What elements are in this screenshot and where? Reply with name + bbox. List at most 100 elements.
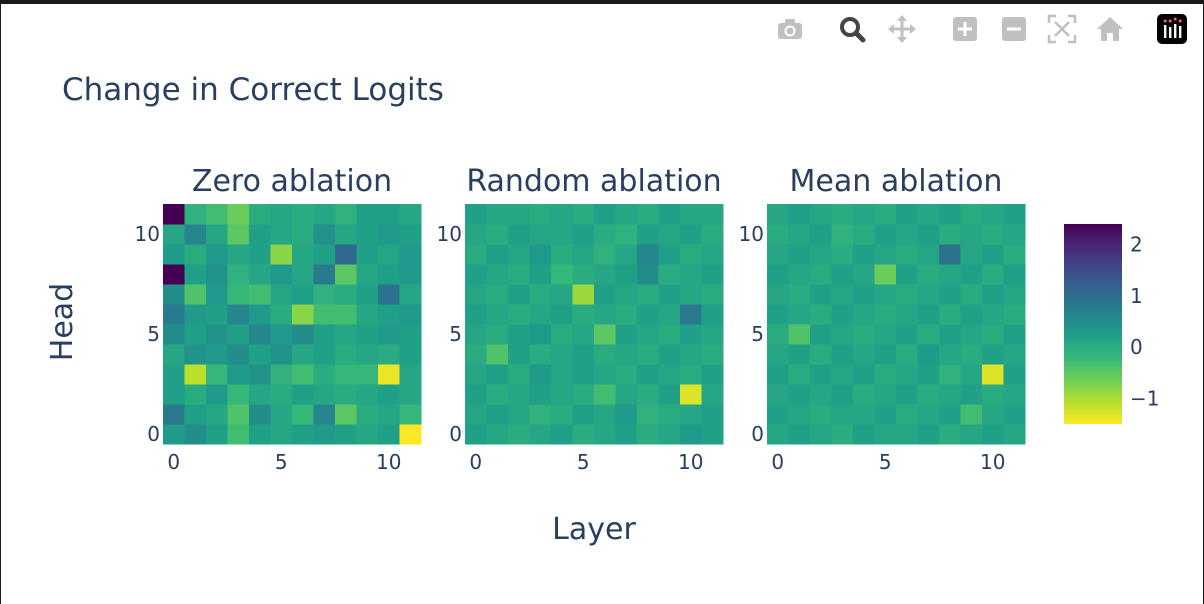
heatmap-cell xyxy=(399,424,422,445)
heatmap-cell xyxy=(810,324,832,345)
heatmap-cell xyxy=(874,264,897,285)
heatmap-cell xyxy=(551,304,573,325)
heatmap-cell xyxy=(486,324,509,345)
heatmap-cell xyxy=(1003,284,1026,305)
heatmap-cell xyxy=(313,284,336,305)
heatmap-cell xyxy=(637,404,659,425)
heatmap-cell xyxy=(551,404,573,425)
heatmap-cell xyxy=(572,264,595,285)
heatmap-cell xyxy=(249,344,271,365)
heatmap-cell xyxy=(292,384,314,405)
y-tick-label: 10 xyxy=(739,222,764,246)
heatmap-cell xyxy=(1003,324,1026,345)
heatmap-cell xyxy=(1003,424,1026,445)
heatmap-cell xyxy=(810,404,832,425)
heatmap-cell xyxy=(508,264,530,285)
heatmap-cell xyxy=(874,224,897,245)
heatmap-cell xyxy=(486,264,509,285)
heatmap-cell xyxy=(529,384,552,405)
reset-axes-button[interactable] xyxy=(1092,10,1128,48)
heatmap-cell xyxy=(680,284,702,305)
heatmap-cell xyxy=(788,204,811,225)
heatmap-cell xyxy=(810,244,832,265)
heatmap-cell xyxy=(551,244,573,265)
subplot-title: Random ablation xyxy=(466,164,721,199)
camera-button[interactable] xyxy=(772,10,808,48)
heatmap-cell xyxy=(767,384,789,405)
heatmap-cell xyxy=(939,204,961,225)
heatmap-cell xyxy=(378,344,400,365)
zoom-out-button[interactable] xyxy=(996,10,1032,48)
heatmap-cell xyxy=(701,204,724,225)
heatmap-cell xyxy=(896,324,918,345)
zoom-in-button[interactable] xyxy=(947,10,983,48)
pan-button[interactable] xyxy=(884,10,920,48)
heatmap-cell xyxy=(896,264,918,285)
heatmap-cell xyxy=(615,284,638,305)
plotly-logo-button[interactable] xyxy=(1154,10,1190,48)
heatmap-cell xyxy=(378,284,400,305)
heatmap-cell xyxy=(788,304,811,325)
heatmap-cell xyxy=(465,344,487,365)
heatmap-cell xyxy=(896,364,918,385)
heatmap-cell xyxy=(874,364,897,385)
heatmap-cell xyxy=(313,204,336,225)
heatmap-cell xyxy=(399,244,422,265)
heatmap-cell xyxy=(486,364,509,385)
heatmap-cell xyxy=(788,264,811,285)
heatmap-cell xyxy=(270,364,293,385)
heatmap-cell xyxy=(163,324,185,345)
heatmap-cell xyxy=(335,264,357,285)
heatmap-cell xyxy=(206,264,228,285)
heatmap-panel-2 xyxy=(767,204,1026,445)
heatmap-cell xyxy=(184,264,207,285)
heatmap-cell xyxy=(249,384,271,405)
heatmap-cell xyxy=(313,324,336,345)
y-tick-label: 0 xyxy=(449,422,462,446)
heatmap-cell xyxy=(939,344,961,365)
heatmap-cell xyxy=(658,404,681,425)
heatmap-cell xyxy=(982,304,1004,325)
heatmap-cell xyxy=(658,284,681,305)
heatmap-cell xyxy=(1003,364,1026,385)
heatmap-cell xyxy=(982,244,1004,265)
heatmap-cell xyxy=(529,404,552,425)
heatmap-cell xyxy=(551,424,573,445)
heatmap-cell xyxy=(163,404,185,425)
x-axis-title: Layer xyxy=(552,512,636,547)
heatmap-cell xyxy=(939,424,961,445)
heatmap-cell xyxy=(680,224,702,245)
heatmap-cell xyxy=(227,344,250,365)
camera-icon xyxy=(778,19,802,39)
x-tick-label: 5 xyxy=(275,450,288,474)
heatmap-cell xyxy=(853,404,875,425)
zoom-button[interactable] xyxy=(834,10,870,48)
colorbar xyxy=(1064,224,1122,424)
heatmap-cell xyxy=(767,304,789,325)
heatmap-cell xyxy=(399,324,422,345)
heatmap-cell xyxy=(917,264,940,285)
heatmap-cell xyxy=(313,344,336,365)
heatmap-cell xyxy=(313,364,336,385)
heatmap-cell xyxy=(896,224,918,245)
heatmap-cell xyxy=(356,364,379,385)
heatmap-cell xyxy=(378,244,400,265)
y-axis-title: Head xyxy=(45,283,80,361)
heatmap-cell xyxy=(658,384,681,405)
heatmap-cell xyxy=(767,264,789,285)
heatmap-cell xyxy=(486,424,509,445)
heatmap-cell xyxy=(249,244,271,265)
heatmap-cell xyxy=(163,344,185,365)
heatmap-cell xyxy=(939,384,961,405)
heatmap-cell xyxy=(810,424,832,445)
autoscale-button[interactable] xyxy=(1044,10,1080,48)
heatmap-cell xyxy=(982,284,1004,305)
heatmap-cell xyxy=(292,224,314,245)
heatmap-cell xyxy=(874,384,897,405)
heatmap-cell xyxy=(658,324,681,345)
heatmap-cell xyxy=(917,364,940,385)
heatmap-cell xyxy=(292,304,314,325)
heatmap-cell xyxy=(270,264,293,285)
heatmap-cell xyxy=(831,264,854,285)
heatmap-cell xyxy=(335,284,357,305)
